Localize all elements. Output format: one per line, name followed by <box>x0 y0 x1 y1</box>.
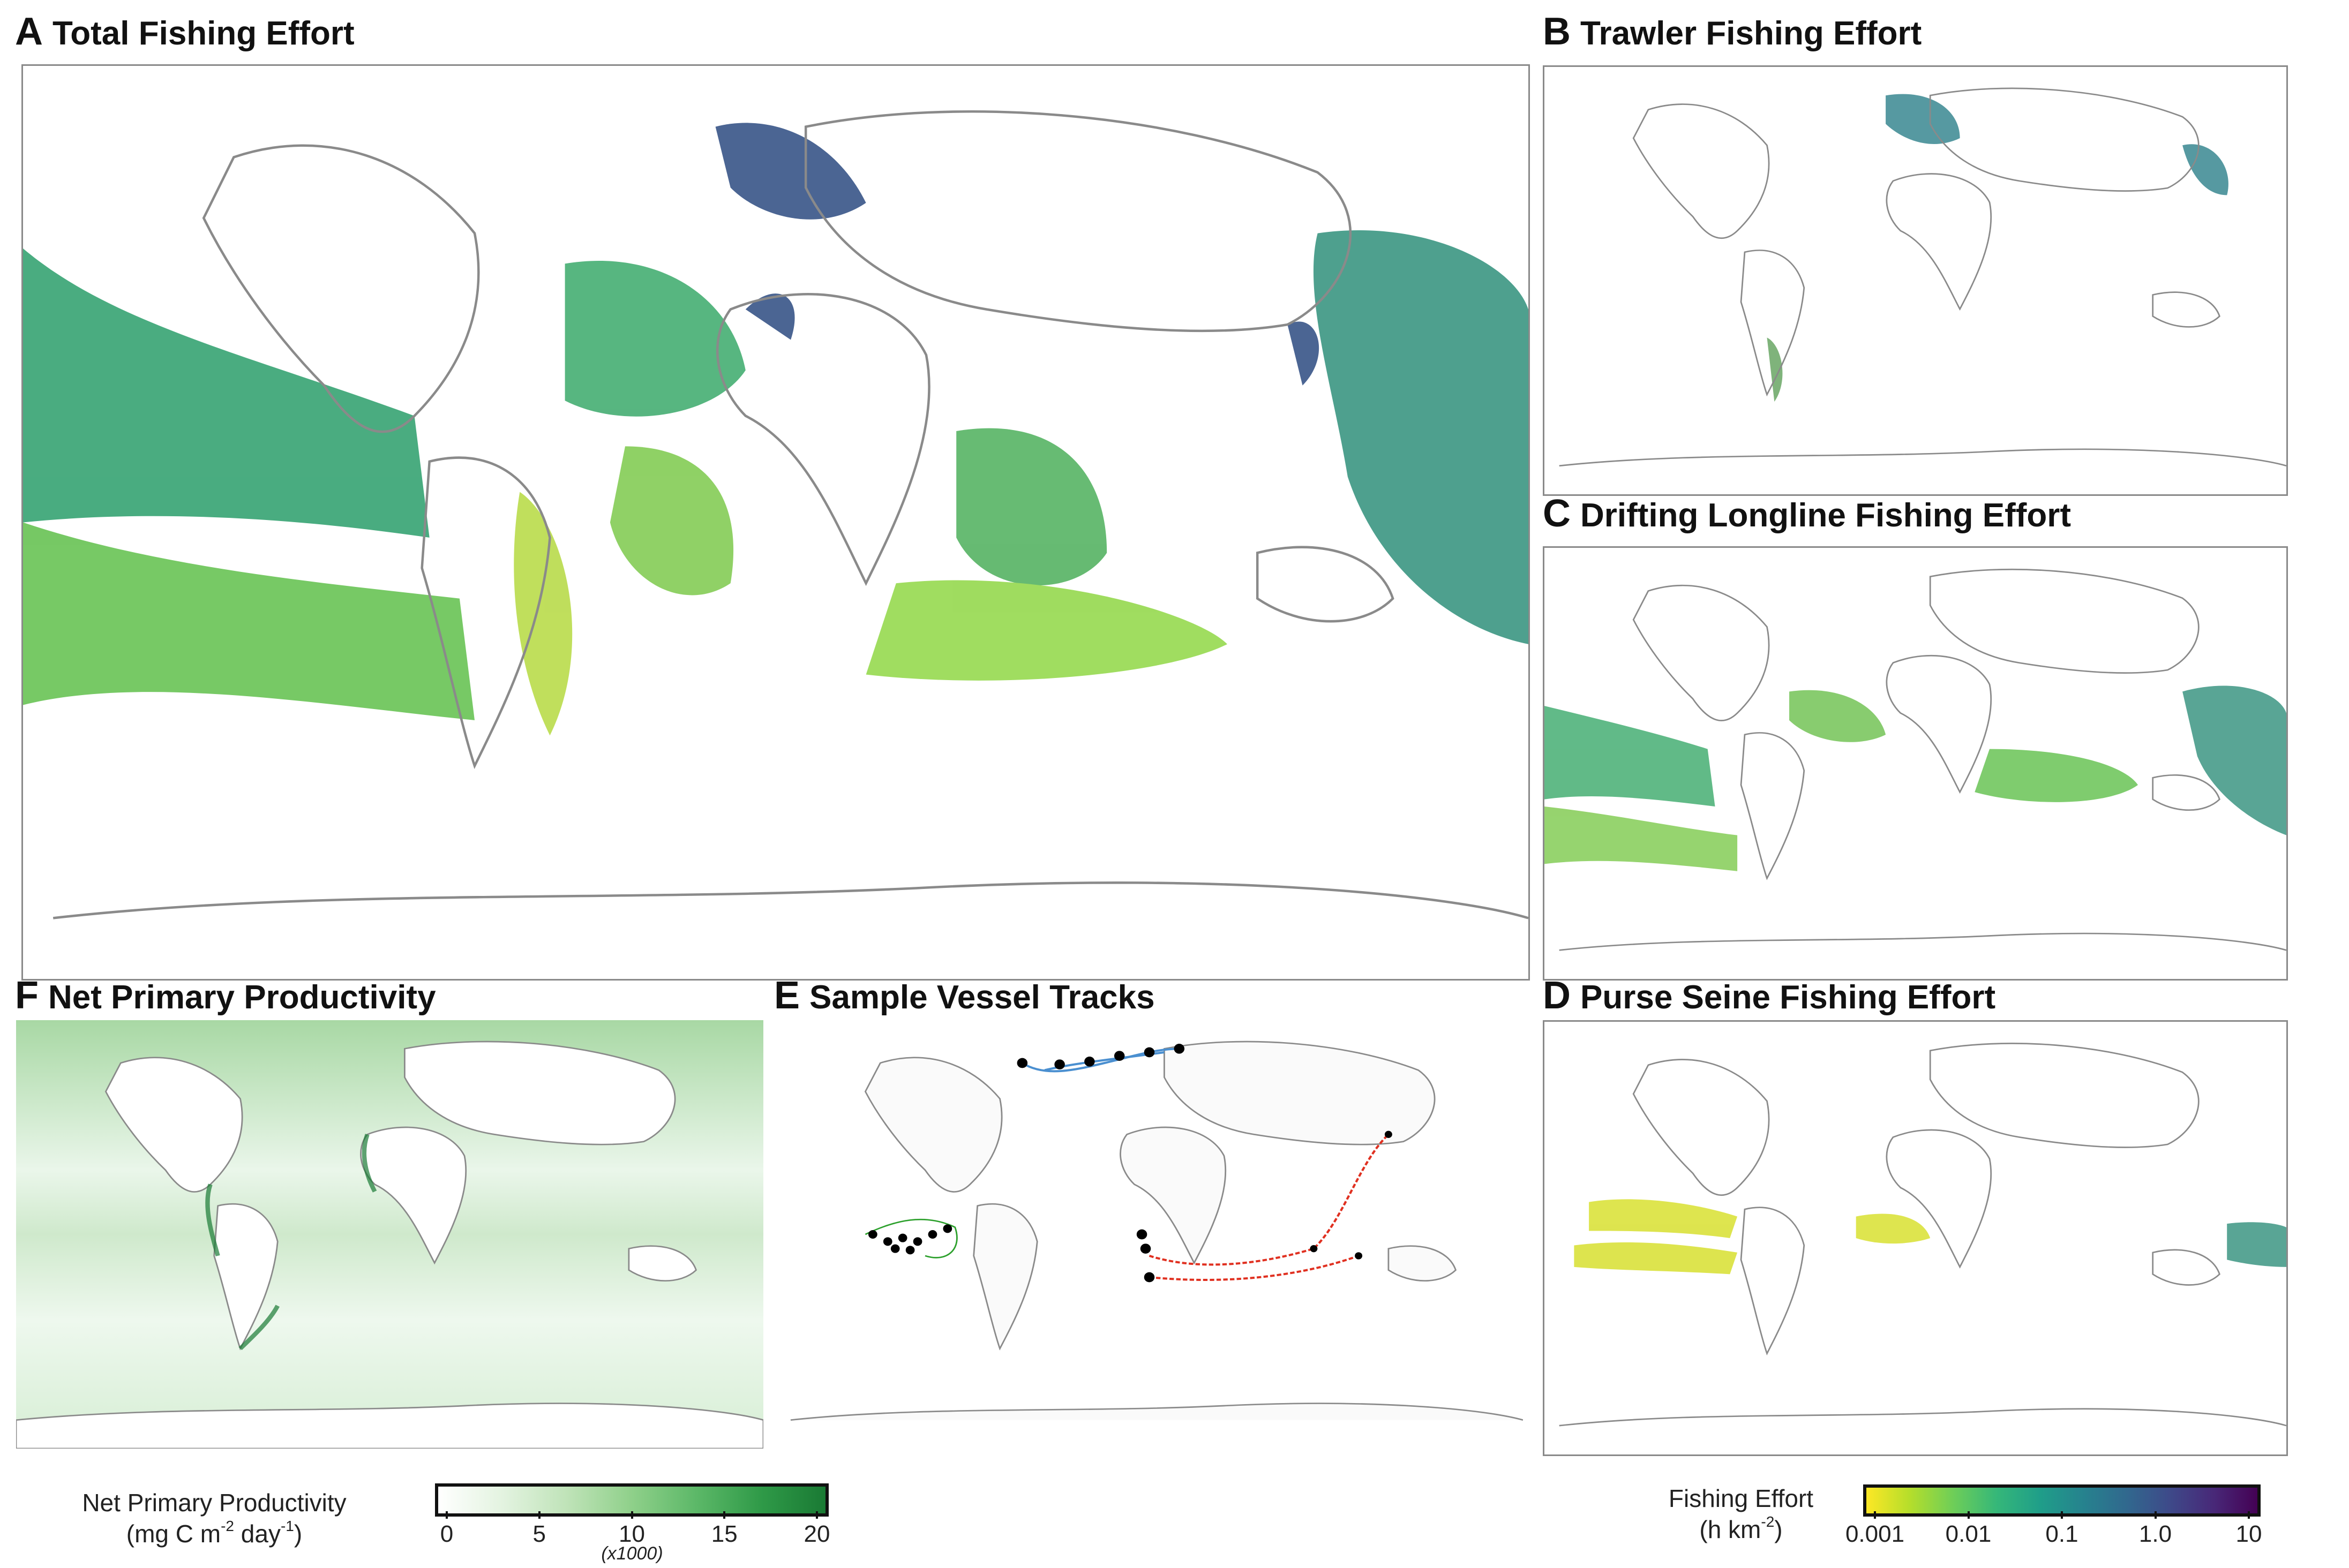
effort-tick-mark <box>1874 1511 1876 1519</box>
npp-tick-mark <box>538 1511 541 1519</box>
panel-b-map <box>1543 65 2288 496</box>
panel-c-letter: C <box>1543 492 1571 535</box>
panel-e-map <box>776 1020 1523 1449</box>
effort-tick-label: 0.001 <box>1845 1521 1905 1547</box>
panel-c-title: C Drifting Longline Fishing Effort <box>1543 492 2071 536</box>
effort-tick-label: 0.1 <box>2045 1521 2078 1547</box>
effort-tick-mark <box>2061 1511 2063 1519</box>
panel-c-map <box>1543 546 2288 981</box>
npp-colorbar <box>435 1483 829 1517</box>
panel-d-map <box>1543 1020 2288 1456</box>
npp-tick-mark <box>723 1511 726 1519</box>
npp-tick-mark <box>631 1511 633 1519</box>
npp-multiplier: (x1000) <box>601 1543 663 1564</box>
npp-legend-unit: (mg C m-2 day-1) <box>126 1517 303 1548</box>
npp-tick-label: 20 <box>804 1521 830 1547</box>
panel-f-title: F Net Primary Productivity <box>15 974 436 1017</box>
panel-a-title: A Total Fishing Effort <box>15 10 355 54</box>
npp-tick-label: 10 <box>619 1521 645 1547</box>
panel-d-title: D Purse Seine Fishing Effort <box>1543 974 1995 1017</box>
panel-b-letter: B <box>1543 10 1571 53</box>
npp-legend-title: Net Primary Productivity (mg C m-2 day-1… <box>43 1488 386 1549</box>
panel-f-map <box>16 1020 763 1449</box>
npp-tick-mark <box>446 1511 448 1519</box>
effort-tick-label: 1.0 <box>2138 1521 2172 1547</box>
panel-e-title-text: Sample Vessel Tracks <box>809 979 1155 1016</box>
effort-tick-label: 10 <box>2235 1521 2262 1547</box>
effort-tick-mark <box>2154 1511 2157 1519</box>
panel-d-letter: D <box>1543 974 1571 1017</box>
panel-b-title-text: Trawler Fishing Effort <box>1580 15 1922 52</box>
panel-d-title-text: Purse Seine Fishing Effort <box>1580 979 1996 1016</box>
effort-tick-mark <box>1967 1511 1970 1519</box>
panel-e-letter: E <box>774 974 800 1017</box>
effort-legend-unit: (h km-2) <box>1699 1513 1783 1543</box>
panel-c-title-text: Drifting Longline Fishing Effort <box>1580 497 2072 534</box>
panel-f-letter: F <box>15 974 39 1017</box>
panel-b-title: B Trawler Fishing Effort <box>1543 10 1922 54</box>
npp-tick-label: 15 <box>711 1521 738 1547</box>
npp-tick-label: 5 <box>532 1521 546 1547</box>
effort-legend-title: Fishing Effort (h km-2) <box>1639 1483 1843 1545</box>
panel-f-title-text: Net Primary Productivity <box>48 979 436 1016</box>
npp-legend-title-line1: Net Primary Productivity <box>82 1489 347 1517</box>
panel-e-title: E Sample Vessel Tracks <box>774 974 1155 1017</box>
effort-legend-title-line1: Fishing Effort <box>1668 1484 1814 1512</box>
effort-tick-mark <box>2248 1511 2250 1519</box>
effort-tick-label: 0.01 <box>1945 1521 1992 1547</box>
npp-tick-label: 0 <box>440 1521 454 1547</box>
panel-a-title-text: Total Fishing Effort <box>52 15 355 52</box>
npp-tick-mark <box>816 1511 818 1519</box>
effort-colorbar <box>1863 1484 2261 1517</box>
panel-a-letter: A <box>15 10 43 53</box>
panel-a-map <box>21 64 1530 981</box>
